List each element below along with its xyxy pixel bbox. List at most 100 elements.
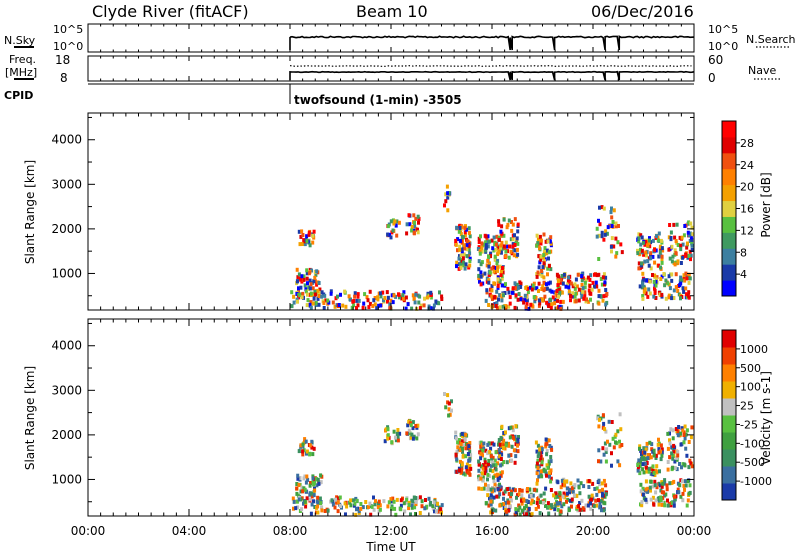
colorbar-segment (722, 347, 736, 365)
echo-cell (416, 423, 420, 428)
echo-cell (671, 465, 675, 470)
echo-cell (496, 277, 500, 282)
echo-cell (650, 447, 654, 452)
echo-cell (682, 273, 686, 278)
echo-cell (598, 205, 601, 210)
echo-cell (533, 286, 537, 291)
echo-cell (351, 498, 355, 503)
echo-cell (547, 459, 551, 464)
echo-cell (585, 297, 588, 302)
nave-trace (289, 65, 692, 67)
echo-cell (509, 453, 513, 458)
echo-cell (314, 272, 318, 277)
echo-cell (318, 287, 322, 292)
echo-cell (507, 218, 511, 223)
echo-cell (309, 491, 313, 496)
echo-cell (397, 220, 401, 225)
echo-cell (309, 291, 313, 296)
echo-cell (333, 304, 337, 309)
echo-cell (518, 488, 522, 492)
echo-cell (464, 454, 468, 459)
y-tick-label: 2000 (51, 428, 82, 442)
echo-cell (490, 238, 494, 243)
echo-cell (602, 478, 606, 483)
echo-cell (597, 218, 600, 223)
echo-cell (543, 246, 547, 251)
echo-cell (637, 236, 641, 241)
echo-cell (676, 433, 680, 438)
echo-cell (349, 503, 353, 508)
echo-cell (607, 419, 611, 424)
x-axis-label: Time UT (365, 540, 416, 554)
echo-cell (295, 297, 299, 302)
echo-cell (305, 239, 309, 244)
echo-cell (510, 458, 513, 463)
x-tick-label: 00:00 (677, 524, 712, 538)
echo-cell (507, 508, 510, 513)
echo-cell (507, 290, 511, 295)
echo-cell (680, 426, 684, 431)
echo-cell (674, 272, 678, 277)
echo-cell (687, 273, 691, 278)
echo-cell (467, 247, 471, 252)
echo-cell (457, 438, 461, 442)
echo-cell (507, 491, 511, 496)
echo-cell (310, 445, 314, 450)
echo-cell (518, 505, 522, 510)
echo-cell (579, 481, 583, 486)
echo-cell (640, 285, 644, 290)
echo-cell (529, 285, 532, 290)
colorbar-tick-label: -100 (740, 437, 765, 450)
colorbar-segment (722, 398, 736, 416)
colorbar-tick-label: -25 (740, 418, 758, 431)
echo-cell (467, 254, 471, 259)
echo-cell (537, 474, 541, 479)
echo-cell (652, 448, 656, 453)
echo-cell (541, 297, 545, 302)
echo-cell (511, 242, 515, 247)
echo-cell (549, 488, 553, 492)
echo-cell (417, 216, 421, 221)
echo-cell (486, 258, 490, 263)
echo-cell (351, 299, 355, 304)
echo-cell (356, 303, 360, 308)
echo-cell (353, 501, 357, 506)
echo-cell (532, 295, 536, 300)
echo-cell (489, 502, 493, 507)
echo-cell (676, 449, 680, 454)
velocity-scatter-cells (291, 392, 694, 517)
echo-cell (399, 503, 403, 508)
echo-cell (392, 429, 396, 434)
echo-cell (559, 485, 563, 490)
echo-cell (295, 482, 299, 486)
echo-cell (496, 246, 500, 251)
echo-cell (420, 499, 424, 504)
echo-cell (399, 498, 403, 503)
echo-cell (438, 290, 441, 295)
echo-cell (495, 494, 499, 499)
echo-cell (679, 296, 682, 301)
echo-cell (354, 512, 358, 517)
echo-cell (588, 284, 592, 288)
echo-cell (398, 295, 401, 300)
echo-cell (303, 474, 307, 479)
echo-cell (561, 494, 565, 499)
echo-cell (571, 291, 575, 296)
echo-cell (461, 449, 464, 454)
echo-cell (526, 286, 529, 291)
echo-cell (494, 463, 498, 468)
echo-cell (468, 441, 472, 445)
echo-cell (316, 288, 320, 293)
echo-cell (520, 493, 524, 498)
echo-cell (540, 269, 544, 273)
echo-cell (602, 294, 606, 299)
echo-cell (597, 478, 601, 483)
echo-cell (309, 511, 313, 516)
echo-cell (479, 448, 483, 453)
echo-cell (386, 295, 390, 300)
echo-cell (549, 241, 553, 246)
echo-cell (598, 482, 602, 487)
echo-cell (650, 442, 654, 447)
echo-cell (602, 206, 606, 211)
echo-cell (573, 483, 577, 488)
